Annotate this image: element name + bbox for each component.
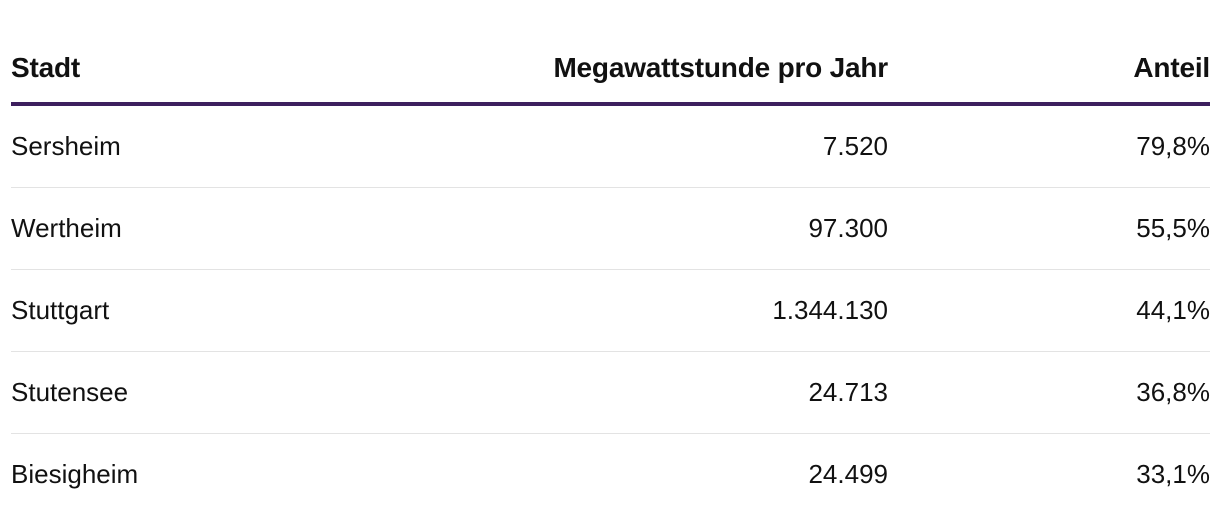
cell-share: 33,1% [1136, 459, 1210, 489]
cell-mwh: 24.713 [511, 351, 888, 434]
cell-mwh: 97.300 [511, 187, 888, 270]
cell-mwh: 1.344.130 [511, 269, 888, 352]
cell-city: Biesigheim [11, 459, 139, 489]
cell-mwh: 7.520 [511, 104, 888, 188]
cell-city: Sersheim [11, 104, 511, 188]
cell-city: Stuttgart [11, 269, 511, 352]
table-row: Stutensee 24.713 36,8% [11, 351, 1210, 434]
column-header-city[interactable]: Stadt [11, 34, 511, 106]
table-body: Sersheim 7.520 79,8% Wertheim 97.300 55,… [11, 104, 1210, 515]
cell-share: 44,1% [888, 269, 1210, 352]
energy-table: Stadt Megawattstunde pro Jahr Anteil Ser… [11, 34, 1210, 515]
table-row: Biesigheim 24.499 33,1% [11, 434, 1210, 516]
energy-table-container: Stadt Megawattstunde pro Jahr Anteil Ser… [11, 34, 1210, 515]
header-row: Stadt Megawattstunde pro Jahr Anteil [11, 34, 1210, 106]
cell-mwh: 24.499 [808, 459, 888, 489]
table-row: Wertheim 97.300 55,5% [11, 187, 1210, 270]
cell-share: 55,5% [888, 187, 1210, 270]
column-header-share[interactable]: Anteil [888, 34, 1210, 106]
cell-city: Wertheim [11, 187, 511, 270]
table-row: Stuttgart 1.344.130 44,1% [11, 269, 1210, 352]
table-header: Stadt Megawattstunde pro Jahr Anteil [11, 34, 1210, 106]
column-header-mwh[interactable]: Megawattstunde pro Jahr [511, 34, 888, 106]
cell-share: 79,8% [888, 104, 1210, 188]
cell-city: Stutensee [11, 351, 511, 434]
table-row: Sersheim 7.520 79,8% [11, 104, 1210, 188]
cell-share: 36,8% [888, 351, 1210, 434]
